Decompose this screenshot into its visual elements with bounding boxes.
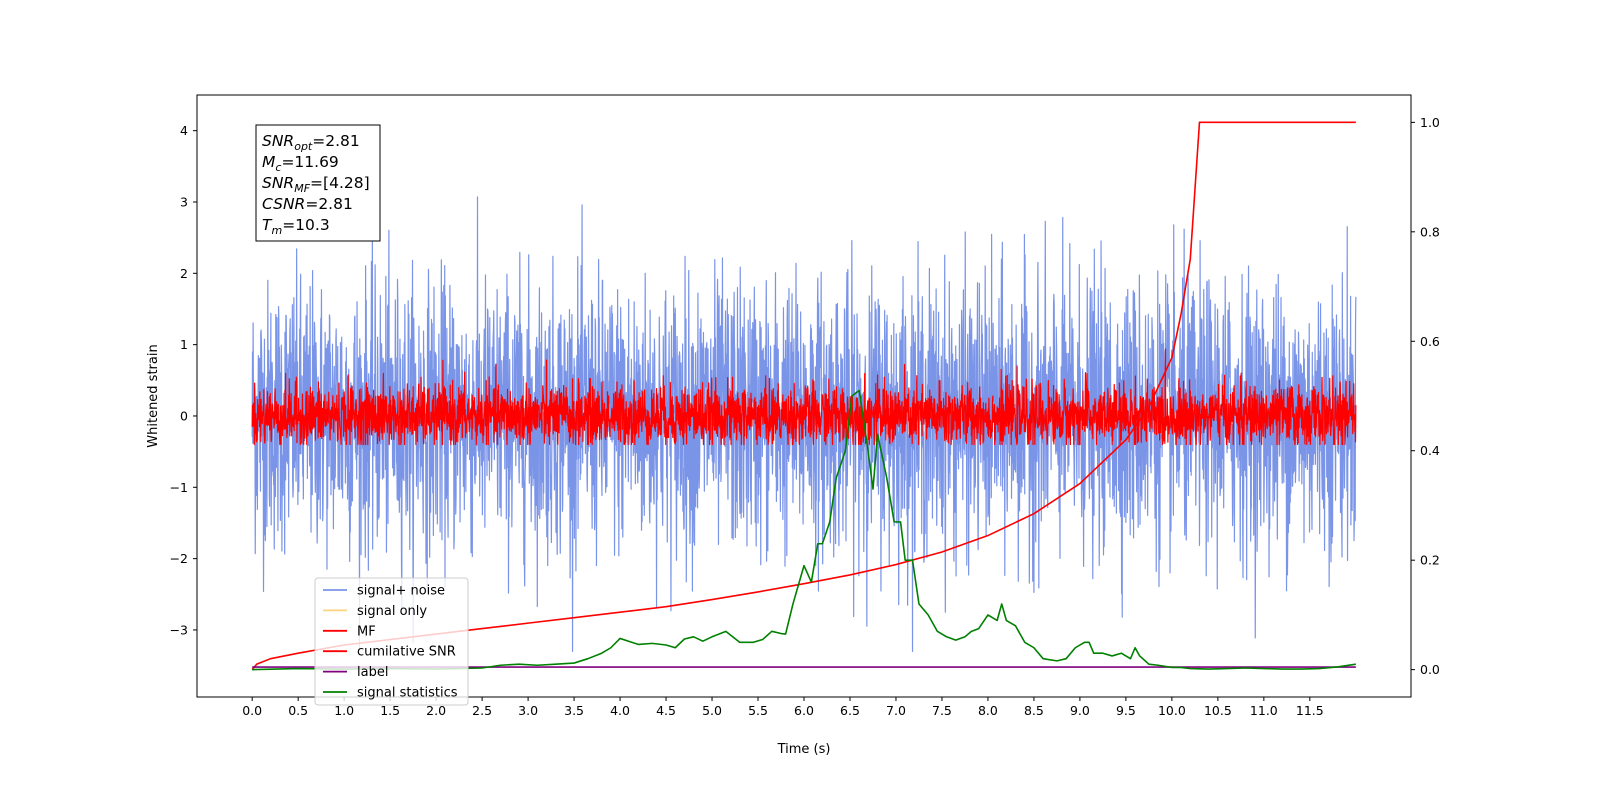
legend-label: cumilative SNR (357, 645, 456, 660)
x-tick-label: 9.5 (1116, 703, 1136, 718)
x-tick-label: 5.0 (702, 703, 722, 718)
x-tick-label: 0.0 (242, 703, 262, 718)
right-y-axis: 0.0 0.2 0.4 0.6 0.8 1.0 (1411, 115, 1440, 677)
x-tick-label: 1.0 (334, 703, 354, 718)
y-tick-label: 0 (180, 408, 188, 423)
x-axis: 0.0 0.5 1.0 1.5 2.0 2.5 3.0 3.5 4.0 4.5 5.0 5.5 6.0 6… (242, 697, 1324, 718)
x-tick-label: 3.0 (518, 703, 538, 718)
y-tick-label: 1 (180, 337, 188, 352)
legend-frame (314, 577, 469, 706)
x-axis-label: Time (s) (777, 742, 831, 757)
info-box: SNRopt=2.81Mc=11.69SNRMF=[4.28]CSNR=2.81… (255, 124, 381, 242)
legend-label: signal statistics (357, 686, 458, 701)
y-tick-label: −3 (170, 622, 188, 637)
x-tick-label: 1.5 (380, 703, 400, 718)
legend: signal+ noise signal only MF cumilative SNR… (314, 577, 469, 706)
x-tick-label: 4.0 (610, 703, 630, 718)
x-tick-label: 8.5 (1024, 703, 1044, 718)
y-axis: −3 −2 −1 0 1 2 3 4 (170, 123, 197, 637)
series-line-signal-statistics (252, 389, 1356, 671)
y-tick-label: 3 (180, 194, 188, 209)
x-tick-label: 7.0 (886, 703, 906, 718)
x-tick-label: 7.5 (932, 703, 952, 718)
legend-label: label (357, 665, 388, 680)
x-tick-label: 4.5 (656, 703, 676, 718)
x-tick-label: 3.5 (564, 703, 584, 718)
legend-label: signal only (357, 604, 427, 619)
x-tick-label: 10.5 (1204, 703, 1232, 718)
x-tick-label: 9.0 (1070, 703, 1090, 718)
x-tick-label: 8.0 (978, 703, 998, 718)
right-y-tick-label: 1.0 (1420, 115, 1440, 130)
x-tick-label: 11.0 (1250, 703, 1278, 718)
legend-label: signal+ noise (357, 584, 445, 599)
y-tick-label: 4 (180, 123, 188, 138)
right-y-tick-label: 0.4 (1420, 443, 1440, 458)
legend-label: MF (357, 624, 376, 639)
x-tick-label: 6.0 (794, 703, 814, 718)
y-axis-label: Whitened strain (146, 344, 161, 447)
info-line: Tm=10.3 (262, 216, 330, 237)
info-line: SNRMF=[4.28] (262, 174, 370, 195)
x-tick-label: 2.0 (426, 703, 446, 718)
series-line-signal-noise (251, 196, 1357, 652)
x-tick-label: 5.5 (748, 703, 768, 718)
info-box-frame (255, 124, 381, 242)
x-tick-label: 11.5 (1296, 703, 1324, 718)
x-tick-label: 2.5 (472, 703, 492, 718)
right-y-tick-label: 0.2 (1420, 553, 1440, 568)
series-line-mf (251, 348, 1357, 446)
info-line: CSNR=2.81 (262, 195, 353, 213)
info-line: Mc=11.69 (262, 153, 339, 174)
x-tick-label: 6.5 (840, 703, 860, 718)
info-line: SNRopt=2.81 (262, 132, 360, 153)
right-y-tick-label: 0.6 (1420, 334, 1440, 349)
right-y-tick-label: 0.0 (1420, 662, 1440, 677)
x-tick-label: 10.0 (1158, 703, 1186, 718)
y-tick-label: −2 (170, 551, 188, 566)
y-tick-label: 2 (180, 266, 188, 281)
x-tick-label: 0.5 (288, 703, 308, 718)
y-tick-label: −1 (170, 480, 188, 495)
right-y-tick-label: 0.8 (1420, 224, 1440, 239)
